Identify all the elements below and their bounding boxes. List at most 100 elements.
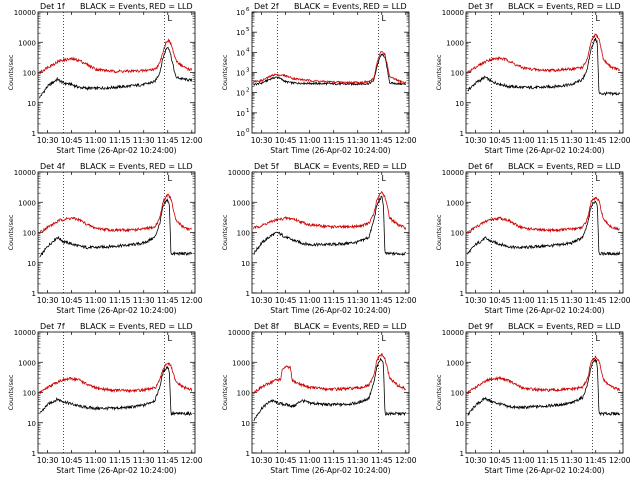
x-tick-label: 11:30 [561,136,583,145]
y-tick-label: 10 [27,260,36,268]
interval-marker-label: L [382,334,387,343]
x-tick-label: 10:30 [251,456,273,465]
x-tick-label: 12:00 [181,456,203,465]
y-tick-label: 100 [23,70,36,78]
x-tick-label: 12:00 [181,296,203,305]
y-tick-label: 1 [32,450,36,458]
legend-red-label: RED = LLD [149,2,193,11]
y-tick-label: 10 [455,260,464,268]
interval-marker-label: L [382,174,387,183]
y-tick-exponent: 2 [246,88,250,94]
x-tick-label: 12:00 [395,456,417,465]
events-series-line [39,198,193,258]
x-tick-label: 11:15 [109,296,131,305]
legend-red-label: RED = LLD [363,322,407,331]
chart-title: Det 1f [40,2,65,11]
legend-black-label: BLACK = Events, [80,162,148,171]
plot-frame [465,11,624,134]
events-series-line [253,53,407,87]
x-axis-label: Start Time (26-Apr-02 10:24:00) [56,466,176,475]
x-axis-label: Start Time (26-Apr-02 10:24:00) [56,306,176,315]
x-tick-label: 11:15 [537,136,559,145]
y-tick-exponent: 0 [246,128,250,134]
x-tick-label: 11:00 [513,456,535,465]
chart-panel-det-7f: Det 7f BLACK = Events, RED = LLD 10:30 10:45… [7,322,203,475]
interval-marker-label: L [596,334,601,343]
plot-frame [251,11,410,134]
x-tick-label: 11:00 [299,136,321,145]
x-tick-label: 10:30 [37,456,59,465]
x-tick-label: 10:30 [465,456,487,465]
legend-black-label: BLACK = Events, [508,162,576,171]
x-tick-label: 10:30 [465,296,487,305]
y-tick-label: 10000 [228,329,250,337]
legend-red-label: RED = LLD [577,162,621,171]
x-tick-label: 11:30 [133,296,155,305]
x-axis-label: Start Time (26-Apr-02 10:24:00) [484,466,604,475]
plot-frame [251,331,410,454]
legend-black-label: BLACK = Events, [80,322,148,331]
plot-frame [465,331,624,454]
y-tick-label: 10000 [442,9,464,17]
legend-red-label: RED = LLD [149,322,193,331]
y-tick-label: 1000 [446,39,464,47]
x-tick-label: 11:15 [323,456,345,465]
y-tick-label: 1 [460,450,464,458]
y-tick-exponent: 1 [246,108,250,114]
chart-panel-det-5f: Det 5f BLACK = Events, RED = LLD 10:30 10:45… [221,162,417,315]
x-tick-label: 11:30 [133,456,155,465]
interval-marker-label: L [596,14,601,23]
legend-black-label: BLACK = Events, [294,162,362,171]
chart-title: Det 7f [40,322,65,331]
chart-panel-det-4f: Det 4f BLACK = Events, RED = LLD 10:30 10:45… [7,162,203,315]
y-tick-label: 10 [455,100,464,108]
x-axis-label: Start Time (26-Apr-02 10:24:00) [270,466,390,475]
x-tick-label: 11:00 [513,136,535,145]
y-tick-label: 10 [27,100,36,108]
y-tick-label: 1000 [446,359,464,367]
events-series-line [253,357,407,422]
y-tick-label: 1 [460,290,464,298]
y-tick-label: 1000 [18,359,36,367]
x-tick-label: 12:00 [181,136,203,145]
events-series-line [467,200,621,257]
y-tick-label: 10000 [14,329,36,337]
chart-panel-det-1f: Det 1f BLACK = Events, RED = LLD 10:30 10:45… [7,2,203,155]
x-tick-label: 11:30 [347,136,369,145]
x-tick-label: 11:45 [157,296,179,305]
y-axis-label: Counts/sec [221,54,229,90]
y-tick-label: 10000 [14,169,36,177]
chart-title: Det 8f [254,322,279,331]
x-tick-label: 10:45 [61,136,83,145]
y-tick-label: 100 [451,390,464,398]
y-tick-label: 1 [32,130,36,138]
interval-marker-label: L [596,174,601,183]
chart-title: Det 9f [468,322,493,331]
plot-frame [37,331,196,454]
legend-black-label: BLACK = Events, [508,322,576,331]
lld-series-line [253,352,406,395]
lld-series-line [39,362,193,395]
y-tick-label: 100 [237,390,250,398]
y-tick-label: 100 [23,390,36,398]
x-tick-label: 11:30 [561,296,583,305]
x-tick-label: 11:15 [109,136,131,145]
x-tick-label: 10:30 [37,136,59,145]
x-axis-label: Start Time (26-Apr-02 10:24:00) [484,306,604,315]
x-tick-label: 11:00 [299,296,321,305]
interval-marker-label: L [168,174,173,183]
x-tick-label: 10:45 [275,296,297,305]
lld-series-line [467,196,621,234]
interval-marker-label: L [168,334,173,343]
y-tick-exponent: 5 [246,27,250,33]
y-tick-label: 1 [460,130,464,138]
chart-title: Det 5f [254,162,279,171]
y-tick-label: 10 [236,130,245,138]
x-tick-label: 11:45 [585,456,607,465]
x-axis-label: Start Time (26-Apr-02 10:24:00) [56,146,176,155]
legend-red-label: RED = LLD [363,2,407,11]
y-tick-label: 10 [236,49,245,57]
y-tick-label: 100 [237,230,250,238]
y-axis-label: Counts/sec [7,54,15,90]
x-axis-label: Start Time (26-Apr-02 10:24:00) [270,146,390,155]
